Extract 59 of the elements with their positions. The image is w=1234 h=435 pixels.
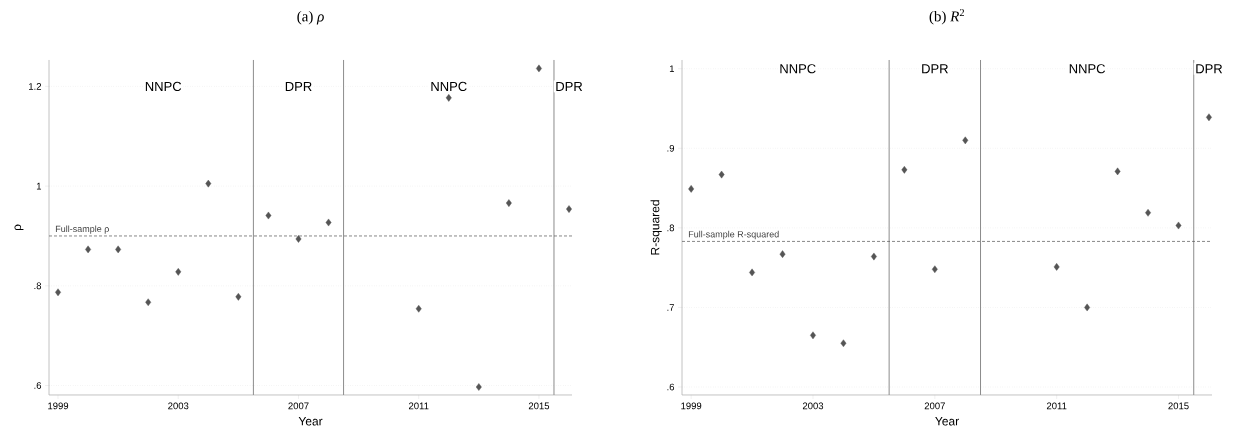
- point: [962, 136, 969, 145]
- point: [1114, 167, 1121, 176]
- point: [175, 268, 182, 276]
- point: [475, 383, 482, 391]
- annotation: DPR: [556, 81, 583, 91]
- x-tick-label: 2007: [288, 402, 309, 410]
- annotation: DPR: [1196, 64, 1223, 74]
- point: [235, 292, 242, 301]
- x-tick-label: 2007: [924, 402, 945, 410]
- annotation: DPR: [285, 81, 312, 91]
- x-tick-label: 2003: [802, 402, 824, 410]
- annotation: NNPC: [431, 81, 467, 92]
- annotation: NNPC: [1069, 64, 1106, 74]
- y-tick-label: .9: [667, 144, 675, 152]
- y-tick-label: 1.2: [29, 83, 42, 90]
- x-axis-title: Year: [298, 417, 323, 426]
- x-tick-label: 2015: [528, 402, 550, 410]
- y-axis-title: R-squared: [650, 200, 662, 255]
- y-tick-label: .8: [34, 282, 42, 290]
- point: [566, 205, 572, 213]
- point: [265, 211, 272, 220]
- x-tick-label: 2011: [408, 402, 429, 410]
- point: [145, 298, 152, 307]
- point: [1084, 303, 1091, 312]
- chart-title: (a) ρ: [297, 10, 324, 25]
- point: [205, 179, 212, 188]
- point: [295, 235, 302, 243]
- ref-line-label: Full-sample ρ: [55, 225, 109, 234]
- point: [115, 245, 122, 254]
- ref-line-label: Full-sample R-squared: [688, 230, 779, 240]
- y-tick-label: .6: [34, 382, 42, 389]
- annotation: NNPC: [145, 81, 182, 92]
- point: [445, 94, 452, 102]
- x-tick-label: 2011: [1046, 402, 1067, 410]
- y-tick-label: 1: [669, 65, 675, 73]
- y-axis-title: ρ: [14, 224, 24, 231]
- y-tick-label: .6: [667, 383, 675, 391]
- point: [325, 218, 332, 227]
- x-axis-title: Year: [935, 417, 959, 426]
- x-tick-label: 1999: [681, 402, 702, 410]
- point: [840, 339, 847, 348]
- y-tick-label: .7: [667, 304, 675, 311]
- x-tick-label: 2003: [168, 402, 189, 410]
- point: [931, 265, 938, 274]
- point: [505, 199, 512, 207]
- point: [1175, 221, 1182, 230]
- point: [1053, 263, 1060, 271]
- annotation: NNPC: [780, 64, 816, 74]
- point: [415, 304, 422, 313]
- x-tick-label: 1999: [48, 402, 69, 410]
- point: [718, 170, 725, 179]
- annotation: DPR: [922, 64, 948, 74]
- point: [688, 185, 695, 193]
- x-tick-label: 2015: [1168, 402, 1189, 410]
- chart-title: (b) R$^{2}$: [929, 9, 965, 25]
- point: [901, 166, 908, 174]
- point: [779, 250, 786, 258]
- y-tick-label: 1: [36, 182, 42, 190]
- y-tick-label: .8: [667, 224, 675, 232]
